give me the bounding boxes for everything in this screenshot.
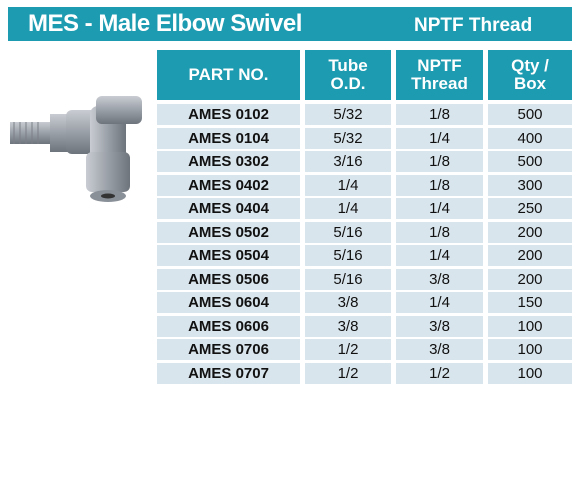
- part-number: AMES 0707: [157, 362, 300, 384]
- table-cell: 400: [488, 127, 572, 149]
- part-number: AMES 0402: [157, 174, 300, 196]
- table-cell: 1/8: [396, 104, 483, 125]
- column-header: PART NO.: [157, 50, 300, 100]
- table-cell: 3/8: [396, 315, 483, 337]
- subtitle: NPTF Thread: [414, 15, 533, 36]
- table-cell: 200: [488, 245, 572, 266]
- table-cell: 1/2: [396, 362, 483, 384]
- table-cell: 100: [488, 315, 572, 337]
- table-cell: 300: [488, 174, 572, 196]
- table-cell: 1/4: [396, 198, 483, 219]
- table-cell: 500: [488, 151, 572, 172]
- column-header: Tube O.D.: [305, 50, 391, 100]
- table-cell: 5/16: [305, 221, 391, 243]
- table-cell: 1/4: [305, 174, 391, 196]
- table-cell: 200: [488, 268, 572, 290]
- product-image: [10, 96, 142, 202]
- part-number: AMES 0706: [157, 339, 300, 360]
- table-cell: 5/32: [305, 104, 391, 125]
- column-header: Qty / Box: [488, 50, 572, 100]
- table-cell: 100: [488, 362, 572, 384]
- table-cell: 1/4: [396, 245, 483, 266]
- table-cell: 100: [488, 339, 572, 360]
- table-cell: 5/32: [305, 127, 391, 149]
- table-cell: 3/8: [396, 268, 483, 290]
- part-number: AMES 0506: [157, 268, 300, 290]
- table-cell: 500: [488, 104, 572, 125]
- table-cell: 5/16: [305, 268, 391, 290]
- table-cell: 1/8: [396, 174, 483, 196]
- table-cell: 1/2: [305, 362, 391, 384]
- part-number: AMES 0404: [157, 198, 300, 219]
- table-cell: 1/4: [396, 127, 483, 149]
- table-cell: 3/8: [396, 339, 483, 360]
- column-header: NPTF Thread: [396, 50, 483, 100]
- part-number: AMES 0302: [157, 151, 300, 172]
- part-number: AMES 0502: [157, 221, 300, 243]
- table-cell: 1/8: [396, 221, 483, 243]
- header-bar: MES - Male Elbow Swivel NPTF Thread: [8, 7, 572, 41]
- table-cell: 3/16: [305, 151, 391, 172]
- table-cell: 1/8: [396, 151, 483, 172]
- part-number: AMES 0604: [157, 292, 300, 313]
- table-cell: 3/8: [305, 315, 391, 337]
- table-cell: 3/8: [305, 292, 391, 313]
- table-cell: 1/4: [396, 292, 483, 313]
- part-number: AMES 0504: [157, 245, 300, 266]
- part-number: AMES 0102: [157, 104, 300, 125]
- table-cell: 150: [488, 292, 572, 313]
- table-cell: 250: [488, 198, 572, 219]
- part-number: AMES 0104: [157, 127, 300, 149]
- table-cell: 1/4: [305, 198, 391, 219]
- table-cell: 1/2: [305, 339, 391, 360]
- part-number: AMES 0606: [157, 315, 300, 337]
- title: MES - Male Elbow Swivel: [28, 10, 302, 37]
- table-cell: 5/16: [305, 245, 391, 266]
- table-cell: 200: [488, 221, 572, 243]
